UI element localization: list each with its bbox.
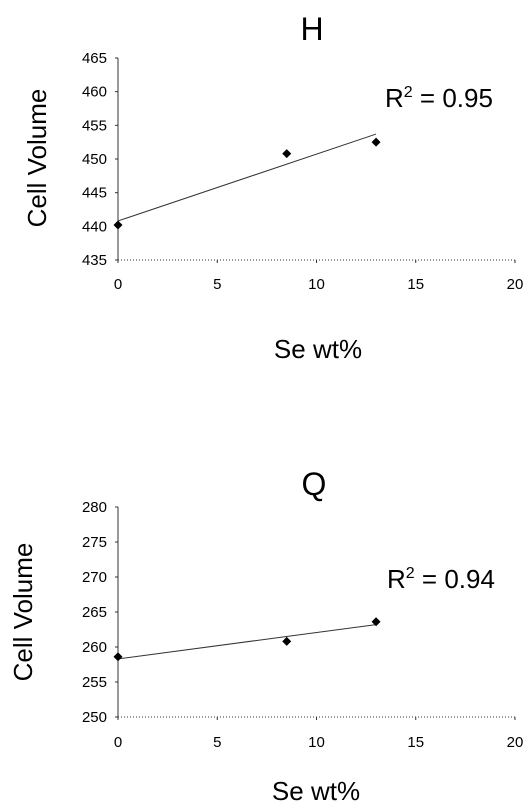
- x-tick-label: 15: [407, 276, 424, 293]
- data-point: [113, 220, 123, 230]
- r-squared-annotation: R2 = 0.95: [385, 83, 493, 113]
- x-tick-label: 20: [507, 276, 524, 293]
- data-point: [113, 652, 123, 662]
- x-tick-label: 0: [114, 276, 122, 293]
- data-point: [371, 137, 381, 147]
- y-tick-label: 280: [82, 499, 107, 516]
- chart-1: H 435 440 445 450 455 460 465 0 5 10 15 20 Se wt% Cell…: [22, 11, 523, 364]
- x-tick-label: 5: [213, 276, 221, 293]
- x-axis-label: Se wt%: [274, 334, 362, 364]
- data-point: [282, 149, 292, 159]
- chart-title: H: [300, 11, 323, 47]
- data-point: [371, 617, 381, 627]
- y-tick-label: 250: [82, 709, 107, 726]
- y-tick-label: 455: [82, 117, 107, 134]
- y-tick-label: 270: [82, 569, 107, 586]
- y-tick-label: 465: [82, 50, 107, 67]
- y-tick-label: 450: [82, 151, 107, 168]
- y-tick-label: 445: [82, 185, 107, 202]
- y-tick-label: 440: [82, 218, 107, 235]
- y-tick-label: 275: [82, 534, 107, 551]
- y-tick-label: 435: [82, 252, 107, 269]
- x-tick-label: 20: [507, 734, 524, 751]
- x-tick-label: 10: [308, 734, 325, 751]
- x-tick-label: 10: [308, 276, 325, 293]
- y-axis-label: Cell Volume: [8, 543, 38, 682]
- x-axis-label: Se wt%: [272, 776, 360, 804]
- x-tick-label: 5: [213, 734, 221, 751]
- y-tick-label: 265: [82, 604, 107, 621]
- trendline: [117, 624, 377, 660]
- x-tick-label: 15: [407, 734, 424, 751]
- y-axis-label: Cell Volume: [22, 89, 52, 228]
- y-tick-label: 255: [82, 674, 107, 691]
- y-tick-label: 260: [82, 639, 107, 656]
- chart-title: Q: [302, 466, 327, 502]
- chart-2: Q 250 255 260 265 270 275 280 0 5 10 15 20 Se wt% Cell…: [8, 466, 523, 804]
- y-tick-label: 460: [82, 84, 107, 101]
- data-point: [282, 636, 292, 646]
- trendline: [117, 133, 377, 222]
- r-squared-annotation: R2 = 0.94: [387, 564, 495, 594]
- x-tick-label: 0: [114, 734, 122, 751]
